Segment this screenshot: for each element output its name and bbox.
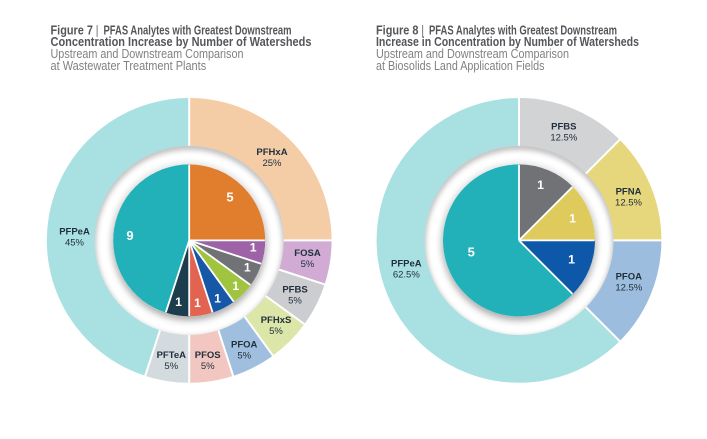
svg-text:PFBS: PFBS [282,285,307,296]
svg-text:Upstream and Downstream Compar: Upstream and Downstream Comparison [376,47,569,61]
svg-text:|: | [421,23,424,37]
svg-text:PFPeA: PFPeA [59,227,90,238]
svg-text:Concentration Increase by Numb: Concentration Increase by Number of Wate… [51,35,312,49]
svg-text:PFAS Analytes with Greatest Do: PFAS Analytes with Greatest Downstream [104,23,292,37]
svg-text:5%: 5% [164,361,178,372]
svg-text:5%: 5% [201,361,215,372]
svg-text:12.5%: 12.5% [615,197,642,208]
svg-text:PFOA: PFOA [616,272,643,283]
svg-text:25%: 25% [262,158,282,169]
svg-text:Increase in Concentration by N: Increase in Concentration by Number of W… [376,35,639,49]
svg-text:at Wastewater Treatment Plants: at Wastewater Treatment Plants [51,59,207,73]
svg-text:5%: 5% [269,326,283,337]
svg-text:PFAS Analytes with Greatest Do: PFAS Analytes with Greatest Downstream [429,23,617,37]
svg-text:1: 1 [569,212,576,226]
svg-text:5%: 5% [237,350,251,361]
svg-text:1: 1 [250,240,257,254]
svg-text:5%: 5% [288,296,302,307]
svg-text:PFBS: PFBS [551,122,576,133]
svg-text:45%: 45% [65,238,85,249]
svg-text:1: 1 [537,178,544,192]
svg-text:PFOA: PFOA [231,339,258,350]
svg-text:12.5%: 12.5% [550,133,577,144]
svg-text:FOSA: FOSA [294,248,321,259]
svg-text:1: 1 [175,295,182,309]
svg-text:Upstream and Downstream Compar: Upstream and Downstream Comparison [51,47,244,61]
svg-text:PFHxS: PFHxS [261,315,292,326]
svg-text:Figure 8: Figure 8 [376,23,419,37]
svg-text:PFHxA: PFHxA [256,147,287,158]
svg-text:Figure 7: Figure 7 [51,23,94,37]
svg-text:5: 5 [226,190,233,205]
svg-text:PFNA: PFNA [616,186,642,197]
svg-text:1: 1 [568,253,575,267]
svg-text:PFPeA: PFPeA [391,258,422,269]
svg-text:9: 9 [126,228,133,243]
svg-text:5%: 5% [301,259,315,270]
svg-text:1: 1 [214,291,221,305]
svg-text:1: 1 [232,279,239,293]
svg-text:|: | [96,23,99,37]
svg-text:PFTeA: PFTeA [157,350,187,361]
svg-text:12.5%: 12.5% [615,283,642,294]
svg-text:1: 1 [244,261,251,275]
svg-text:5: 5 [468,245,475,260]
svg-text:PFOS: PFOS [195,350,221,361]
svg-text:1: 1 [194,296,201,310]
svg-text:62.5%: 62.5% [393,269,420,280]
svg-text:at Biosolids Land Application: at Biosolids Land Application Fields [376,59,545,73]
